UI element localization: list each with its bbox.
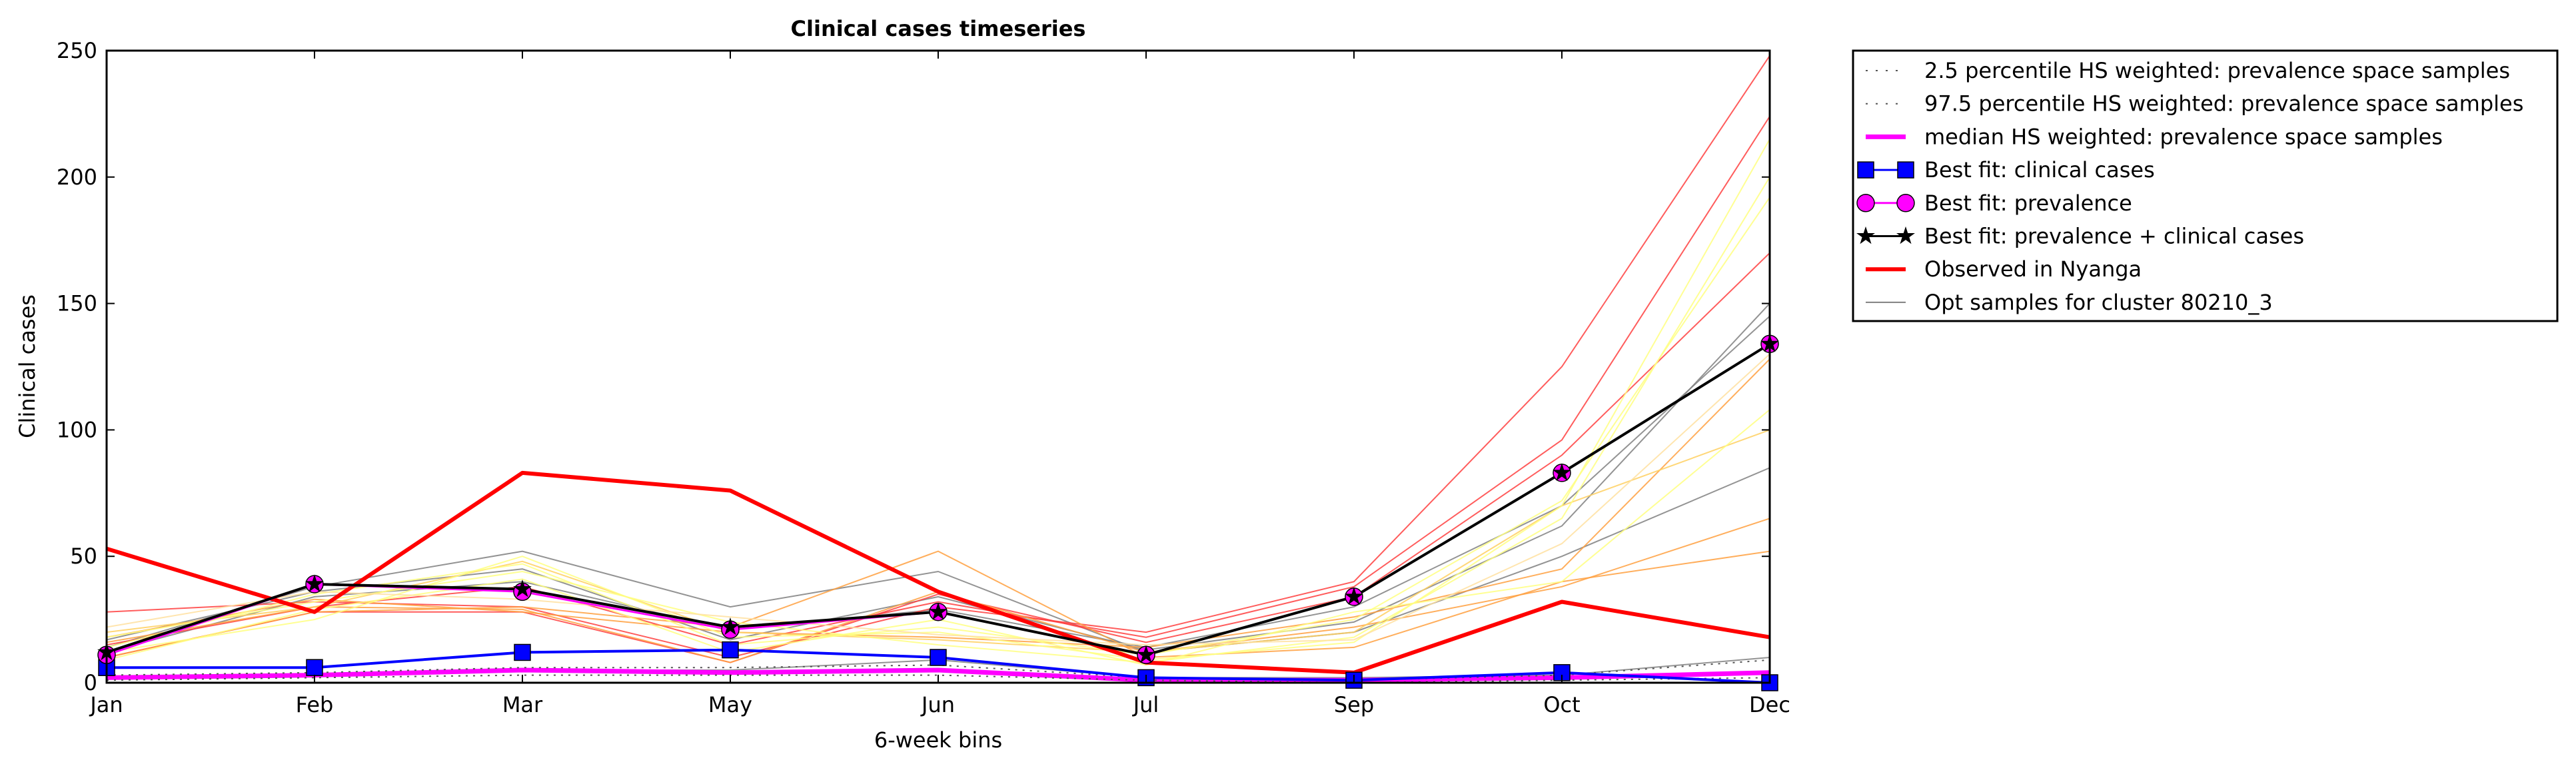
x-axis-title: 6-week bins [874, 727, 1002, 753]
point-best-fit-clinical-cases-5 [930, 649, 947, 666]
point-best-fit-prevalence-clinical-cases-6 [1137, 645, 1155, 663]
sample-line-14 [107, 196, 1770, 656]
point-best-fit-prevalence-clinical-cases-8 [1553, 463, 1571, 481]
legend-entry-observed-in-nyanga: Observed in Nyanga [1866, 256, 2142, 282]
sample-line-9 [107, 550, 1770, 659]
legend-marker [1856, 226, 1875, 244]
legend: 2.5 percentile HS weighted: prevalence s… [1852, 49, 2559, 322]
sample-line-13 [107, 177, 1770, 663]
legend-marker [1856, 194, 1875, 212]
x-tick-label: May [708, 692, 752, 717]
point-best-fit-prevalence-clinical-cases-7 [1345, 587, 1363, 605]
series-line-median-hs-weighted-prevalence-space-samples [107, 667, 1770, 683]
sample-line-7 [107, 252, 1770, 663]
x-tick-label: Sep [1334, 692, 1374, 717]
point-best-fit-prevalence-clinical-cases-5 [929, 602, 948, 620]
sample-line-5 [107, 55, 1770, 659]
y-axis-ticks: 0 50 100 150 200 250 [57, 38, 1770, 695]
sample-line-10 [107, 358, 1770, 648]
point-best-fit-prevalence-clinical-cases-3 [513, 579, 532, 597]
legend-marker [1896, 226, 1915, 244]
x-tick-label: Feb [296, 692, 334, 717]
y-tick-label: 200 [57, 165, 97, 190]
point-best-fit-clinical-cases-4 [722, 641, 739, 659]
legend-entry-97-5-percentile-hs-weighted-prevalence-space-samples: 97.5 percentile HS weighted: prevalence … [1866, 91, 2523, 117]
legend-entry-opt-samples-for-cluster-80210-3: Opt samples for cluster 80210_3 [1866, 290, 2273, 315]
x-tick-label: Dec [1749, 692, 1790, 717]
series-line-observed-in-nyanga [107, 470, 1770, 675]
x-axis-ticks: Jan Feb Mar May Jun Jul Sep Oct Dec [89, 51, 1790, 717]
legend-marker [1897, 161, 1914, 179]
legend-label: Observed in Nyanga [1924, 256, 2142, 282]
point-best-fit-clinical-cases-2 [306, 659, 323, 676]
sample-line-6 [107, 116, 1770, 646]
legend-entry-median-hs-weighted-prevalence-space-samples: median HS weighted: prevalence space sam… [1866, 124, 2443, 149]
sample-line-16 [107, 353, 1770, 646]
sample-line-1 [107, 467, 1770, 653]
x-tick-label: Oct [1543, 692, 1580, 717]
point-best-fit-prevalence-clinical-cases-2 [305, 574, 324, 592]
y-axis-title: Clinical cases [15, 294, 40, 438]
legend-entry-best-fit-prevalence-clinical-cases: Best fit: prevalence + clinical cases [1856, 224, 2304, 249]
series-line-97-5-percentile-hs-weighted-prevalence-space-samples [107, 659, 1770, 681]
legend-marker [1857, 161, 1874, 179]
sample-line-12 [107, 139, 1770, 661]
legend-label: median HS weighted: prevalence space sam… [1924, 124, 2443, 149]
y-tick-label: 50 [70, 544, 97, 569]
legend-label: Best fit: clinical cases [1924, 157, 2155, 183]
point-best-fit-clinical-cases-3 [514, 643, 531, 661]
series-line-2-5-percentile-hs-weighted-prevalence-space-samples [107, 674, 1770, 683]
x-tick-label: Mar [502, 692, 543, 717]
y-tick-label: 100 [57, 417, 97, 442]
y-tick-label: 150 [57, 291, 97, 316]
legend-label: 2.5 percentile HS weighted: prevalence s… [1924, 58, 2510, 83]
legend-entry-best-fit-prevalence: Best fit: prevalence [1856, 191, 2132, 216]
legend-label: Best fit: prevalence [1924, 191, 2132, 216]
legend-entry-best-fit-clinical-cases: Best fit: clinical cases [1857, 157, 2155, 183]
y-tick-label: 0 [84, 670, 97, 695]
x-tick-label: Jul [1132, 692, 1159, 717]
x-tick-label: Jan [89, 692, 123, 717]
chart-title: Clinical cases timeseries [791, 16, 1086, 41]
legend-label: Opt samples for cluster 80210_3 [1924, 290, 2273, 315]
x-tick-label: Jun [920, 692, 955, 717]
legend-label: Best fit: prevalence + clinical cases [1924, 224, 2304, 249]
point-best-fit-prevalence-clinical-cases-4 [721, 617, 740, 635]
legend-label: 97.5 percentile HS weighted: prevalence … [1924, 91, 2523, 117]
legend-marker [1896, 194, 1915, 212]
legend-frame [1852, 49, 2559, 322]
y-tick-label: 250 [57, 38, 97, 63]
legend-entry-2-5-percentile-hs-weighted-prevalence-space-samples: 2.5 percentile HS weighted: prevalence s… [1866, 58, 2510, 83]
